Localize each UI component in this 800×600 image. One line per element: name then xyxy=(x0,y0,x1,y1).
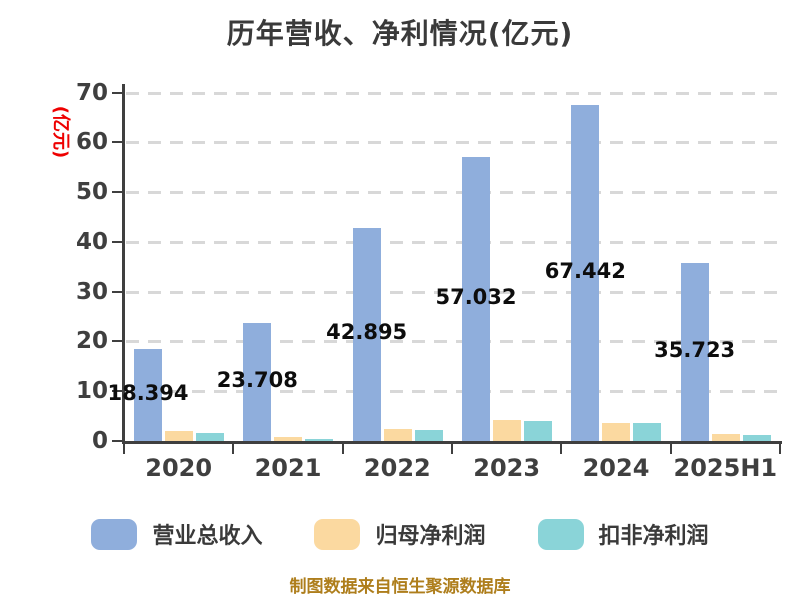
bar-营业总收入 xyxy=(571,105,600,441)
x-tick xyxy=(451,444,453,454)
bar-营业总收入 xyxy=(680,263,709,441)
y-tick xyxy=(112,290,124,293)
y-tick-label: 40 xyxy=(75,228,108,255)
bar-value-label: 18.394 xyxy=(107,381,189,406)
bar-营业总收入 xyxy=(352,227,381,441)
y-tick xyxy=(112,390,124,393)
source-note: 制图数据来自恒生聚源数据库 xyxy=(289,577,511,597)
bar-营业总收入 xyxy=(243,323,272,441)
y-tick-label: 20 xyxy=(75,328,108,355)
bar-value-label: 42.895 xyxy=(326,320,408,345)
bar-归母净利润 xyxy=(165,431,193,441)
y-tick xyxy=(112,340,124,343)
bar-value-label: 35.723 xyxy=(654,338,736,363)
y-tick-label: 70 xyxy=(75,79,108,106)
x-tick-label: 2022 xyxy=(363,454,431,482)
y-axis xyxy=(122,84,125,444)
legend: 营业总收入 归母净利润 扣非净利润 xyxy=(0,518,800,550)
x-tick-label: 2025H1 xyxy=(673,454,778,482)
legend-swatch xyxy=(314,518,361,550)
x-tick xyxy=(779,444,781,454)
gridline xyxy=(126,240,780,244)
bar-扣非净利润 xyxy=(414,430,443,441)
y-tick xyxy=(112,141,124,144)
bar-扣非净利润 xyxy=(196,433,224,441)
gridline xyxy=(126,340,780,344)
gridline xyxy=(126,191,780,195)
legend-swatch xyxy=(537,518,584,550)
legend-item: 营业总收入 xyxy=(91,518,262,550)
x-tick-label: 2020 xyxy=(145,454,213,482)
y-tick-label: 60 xyxy=(75,129,108,156)
x-tick xyxy=(669,444,672,454)
gridline xyxy=(126,390,780,394)
y-tick-label: 10 xyxy=(75,378,108,405)
x-tick xyxy=(123,444,125,454)
bar-扣非净利润 xyxy=(305,438,334,441)
bar-归母净利润 xyxy=(711,433,740,441)
x-tick-label: 2024 xyxy=(582,454,650,482)
bar-营业总收入 xyxy=(462,157,490,441)
bar-扣非净利润 xyxy=(633,423,662,441)
legend-item: 归母净利润 xyxy=(314,518,486,550)
x-tick-label: 2021 xyxy=(254,454,322,482)
y-tick xyxy=(112,240,124,243)
y-tick xyxy=(112,91,124,94)
gridline xyxy=(126,290,780,294)
bar-value-label: 57.032 xyxy=(435,285,517,310)
gridline xyxy=(126,141,780,145)
y-tick-label: 30 xyxy=(75,278,108,305)
legend-label: 归母净利润 xyxy=(375,524,486,549)
legend-label: 扣非净利润 xyxy=(598,524,709,549)
legend-item: 扣非净利润 xyxy=(537,518,709,550)
y-tick xyxy=(112,191,124,194)
legend-swatch xyxy=(91,518,138,550)
x-tick xyxy=(232,444,235,454)
bar-扣非净利润 xyxy=(524,421,552,441)
bar-value-label: 23.708 xyxy=(216,368,298,392)
bar-归母净利润 xyxy=(493,420,521,441)
legend-label: 营业总收入 xyxy=(152,524,263,549)
y-tick-label: 0 xyxy=(91,428,108,454)
bar-归母净利润 xyxy=(602,422,631,441)
bar-value-label: 67.442 xyxy=(544,259,626,284)
bar-营业总收入 xyxy=(134,349,162,441)
bar-归母净利润 xyxy=(383,428,412,441)
bar-归母净利润 xyxy=(274,436,303,441)
x-tick xyxy=(560,444,563,454)
y-tick-label: 50 xyxy=(75,179,108,206)
gridline xyxy=(126,91,780,95)
y-tick xyxy=(112,440,124,442)
bar-扣非净利润 xyxy=(742,434,771,441)
x-tick-label: 2023 xyxy=(473,454,541,482)
x-axis xyxy=(122,441,782,444)
chart-title: 历年营收、净利情况(亿元) xyxy=(226,17,574,50)
x-tick xyxy=(341,444,344,454)
